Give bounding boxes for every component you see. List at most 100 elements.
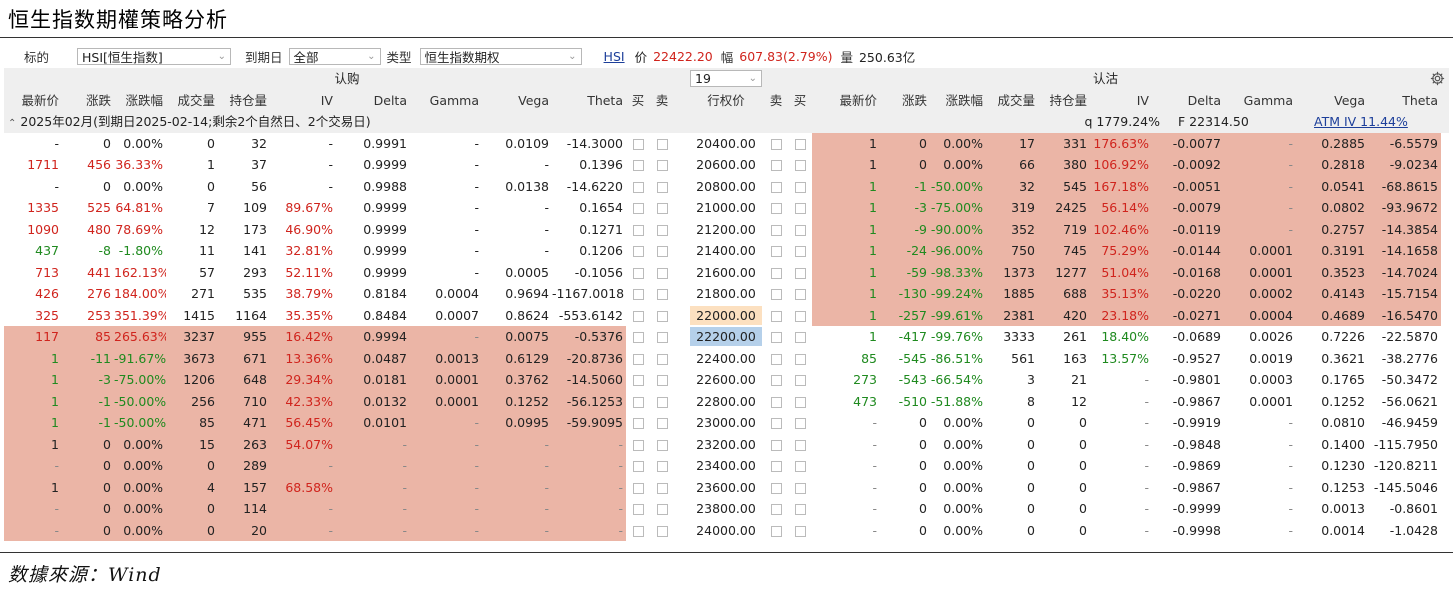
checkbox[interactable] [770,246,782,257]
call-buy-checkbox[interactable] [626,305,650,327]
put-buy-checkbox[interactable] [788,176,812,198]
checkbox[interactable] [632,482,644,494]
strike-price[interactable]: 21400.00 [696,243,756,258]
checkbox[interactable] [656,246,668,257]
checkbox[interactable] [632,504,644,515]
checkbox[interactable] [656,482,668,494]
checkbox[interactable] [632,289,644,300]
strike-price[interactable]: 21200.00 [696,221,756,237]
call-sell-checkbox[interactable] [650,305,674,327]
call-buy-checkbox[interactable] [626,197,650,219]
checkbox[interactable] [632,203,644,214]
put-sell-checkbox[interactable] [764,498,788,520]
put-sell-checkbox[interactable] [764,391,788,413]
call-buy-checkbox[interactable] [626,369,650,391]
call-header-open-interest[interactable]: 持仓量 [229,92,267,108]
call-buy-checkbox[interactable] [626,412,650,434]
put-header-change-pct[interactable]: 涨跌幅 [945,92,983,108]
put-sell-checkbox[interactable] [764,262,788,284]
strike-price[interactable]: 21800.00 [696,286,756,301]
checkbox[interactable] [770,267,782,279]
expiry-section-label[interactable]: ⌃ 2025年02月(到期日2025-02-14;剩余2个自然日、2个交易日) [8,111,371,135]
checkbox[interactable] [794,525,806,537]
checkbox[interactable] [794,289,806,300]
put-buy-checkbox[interactable] [788,477,812,499]
checkbox[interactable] [656,353,668,365]
symbol-link[interactable]: HSI [603,48,625,64]
put-sell-checkbox[interactable] [764,283,788,305]
put-sell-checkbox[interactable] [764,434,788,456]
put-buy-checkbox[interactable] [788,412,812,434]
strike-price[interactable]: 23000.00 [696,415,756,430]
put-header-sell[interactable]: 卖 [769,92,783,108]
strike-price[interactable]: 22000.00 [690,305,762,325]
checkbox[interactable] [770,203,782,214]
call-header-change-pct[interactable]: 涨跌幅 [125,92,163,108]
put-sell-checkbox[interactable] [764,369,788,391]
put-header-last[interactable]: 最新价 [839,92,877,108]
put-buy-checkbox[interactable] [788,326,812,348]
checkbox[interactable] [656,181,668,193]
put-header-theta[interactable]: Theta [1402,92,1438,108]
checkbox[interactable] [794,504,806,515]
put-sell-checkbox[interactable] [764,197,788,219]
strike-price[interactable]: 22600.00 [696,372,756,387]
call-header-volume[interactable]: 成交量 [177,92,215,108]
call-sell-checkbox[interactable] [650,154,674,176]
call-header-gamma[interactable]: Gamma [429,92,479,108]
call-buy-checkbox[interactable] [626,326,650,348]
put-buy-checkbox[interactable] [788,434,812,456]
checkbox[interactable] [656,203,668,214]
checkbox[interactable] [632,267,644,279]
checkbox[interactable] [794,461,806,472]
call-header-delta[interactable]: Delta [373,92,407,108]
put-sell-checkbox[interactable] [764,455,788,477]
put-header-delta[interactable]: Delta [1187,92,1221,108]
put-header-gamma[interactable]: Gamma [1243,92,1293,108]
put-sell-checkbox[interactable] [764,326,788,348]
call-buy-checkbox[interactable] [626,133,650,155]
strike-price[interactable]: 21600.00 [696,264,756,280]
call-buy-checkbox[interactable] [626,434,650,456]
call-sell-checkbox[interactable] [650,412,674,434]
put-sell-checkbox[interactable] [764,240,788,262]
put-sell-checkbox[interactable] [764,133,788,155]
strike-count-select[interactable]: 19 ⌄ [690,70,762,87]
checkbox[interactable] [794,439,806,451]
call-buy-checkbox[interactable] [626,283,650,305]
checkbox[interactable] [794,418,806,429]
put-buy-checkbox[interactable] [788,154,812,176]
checkbox[interactable] [770,181,782,193]
checkbox[interactable] [656,504,668,515]
put-buy-checkbox[interactable] [788,197,812,219]
call-sell-checkbox[interactable] [650,477,674,499]
call-sell-checkbox[interactable] [650,391,674,413]
put-sell-checkbox[interactable] [764,477,788,499]
call-buy-checkbox[interactable] [626,154,650,176]
checkbox[interactable] [632,353,644,365]
put-sell-checkbox[interactable] [764,520,788,542]
strike-price[interactable]: 23400.00 [696,458,756,473]
checkbox[interactable] [632,396,644,408]
call-buy-checkbox[interactable] [626,176,650,198]
put-header-buy[interactable]: 买 [793,92,807,108]
call-header-change[interactable]: 涨跌 [85,92,111,108]
call-sell-checkbox[interactable] [650,455,674,477]
checkbox[interactable] [794,375,806,386]
put-header-change[interactable]: 涨跌 [901,92,927,108]
checkbox[interactable] [632,375,644,386]
put-buy-checkbox[interactable] [788,498,812,520]
strike-price[interactable]: 20400.00 [696,135,756,151]
call-sell-checkbox[interactable] [650,520,674,542]
put-buy-checkbox[interactable] [788,348,812,370]
call-sell-checkbox[interactable] [650,240,674,262]
checkbox[interactable] [656,461,668,472]
checkbox[interactable] [794,267,806,279]
put-header-open-interest[interactable]: 持仓量 [1049,92,1087,108]
underlying-select[interactable]: HSI[恒生指数] ⌄ [77,47,232,65]
checkbox[interactable] [770,353,782,365]
checkbox[interactable] [656,332,668,343]
checkbox[interactable] [794,396,806,408]
checkbox[interactable] [656,138,668,150]
checkbox[interactable] [770,418,782,429]
